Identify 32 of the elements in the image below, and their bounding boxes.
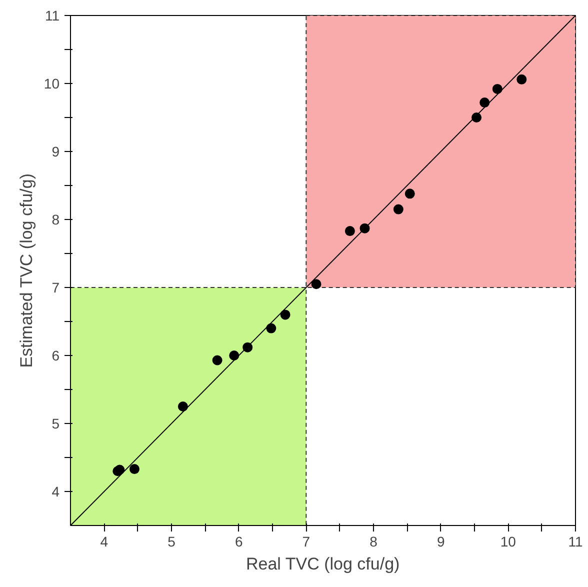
point bbox=[516, 74, 527, 84]
point bbox=[393, 204, 404, 214]
x-tick-label: 8 bbox=[370, 534, 378, 550]
point bbox=[404, 188, 415, 199]
y-tick-label: 10 bbox=[44, 76, 60, 92]
x-tick-label: 11 bbox=[568, 534, 583, 550]
point bbox=[212, 355, 222, 366]
y-tick-label: 7 bbox=[52, 280, 60, 296]
point bbox=[311, 279, 322, 290]
y-tick-label: 9 bbox=[52, 144, 60, 160]
point bbox=[492, 84, 502, 94]
x-axis-title: Real TVC (log cfu/g) bbox=[246, 554, 400, 574]
point bbox=[129, 464, 140, 474]
x-tick-label: 4 bbox=[100, 534, 108, 550]
y-tick-label: 6 bbox=[52, 348, 60, 364]
y-tick-label: 4 bbox=[52, 484, 60, 500]
point bbox=[242, 342, 253, 352]
x-tick-label: 9 bbox=[436, 534, 445, 550]
point bbox=[178, 402, 188, 412]
point bbox=[280, 310, 290, 320]
point bbox=[344, 226, 355, 236]
y-axis-title: Estimated TVC (log cfu/g) bbox=[16, 173, 36, 368]
point bbox=[266, 323, 276, 334]
point bbox=[480, 98, 490, 108]
x-tick-label: 5 bbox=[168, 534, 176, 550]
y-tick-label: 8 bbox=[52, 212, 60, 228]
x-tick-label: 7 bbox=[302, 534, 310, 550]
point bbox=[229, 350, 240, 360]
y-tick-label: 5 bbox=[52, 416, 60, 432]
y-tick-label: 11 bbox=[44, 8, 60, 24]
x-tick-label: 6 bbox=[234, 534, 243, 550]
x-tick-label: 10 bbox=[500, 534, 516, 550]
